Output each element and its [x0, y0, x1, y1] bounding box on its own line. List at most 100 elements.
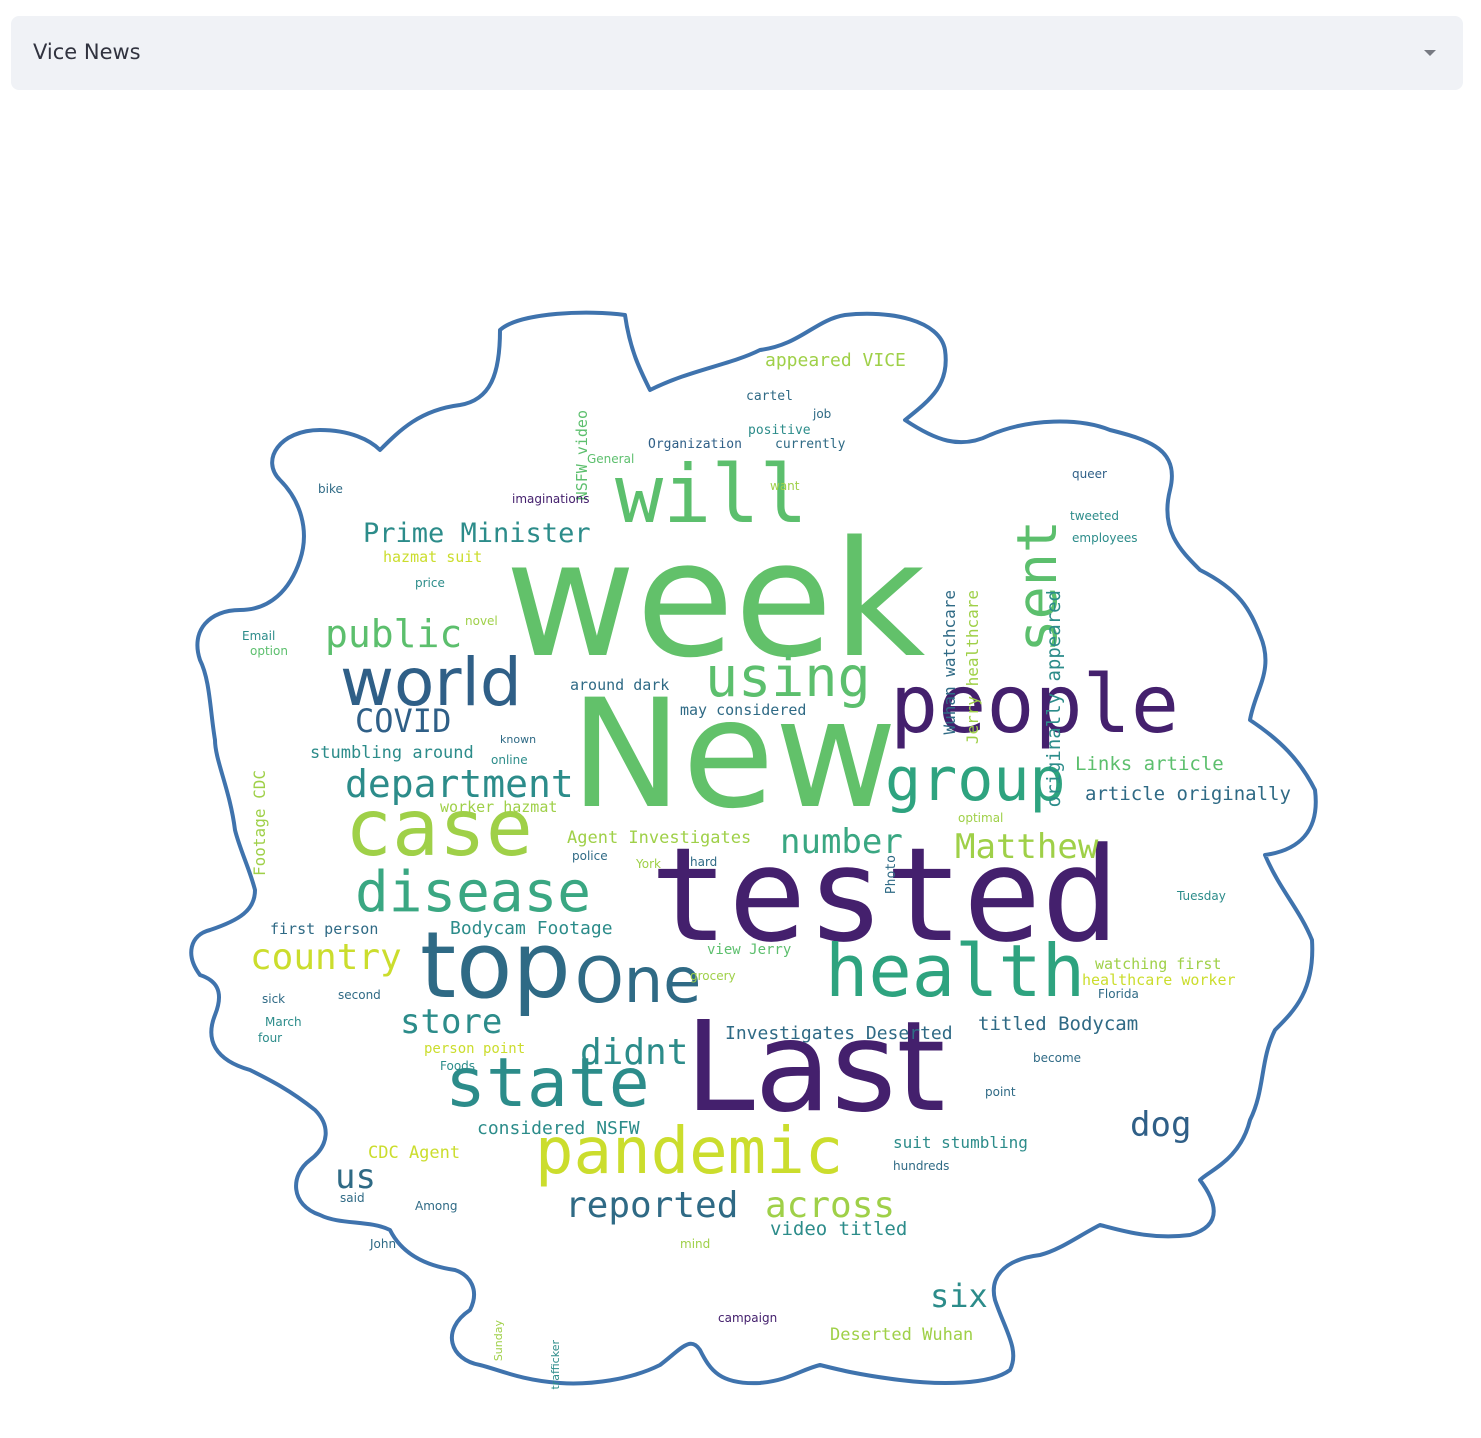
- word-cloud-outline: [189, 310, 1318, 1386]
- word-cloud: week New tested Last people top One health case w…: [0, 290, 1481, 1410]
- word-cloud-word: will: [615, 448, 808, 541]
- word-cloud-word: people: [890, 658, 1179, 751]
- word-cloud-word: Foods: [440, 1059, 476, 1073]
- word-cloud-word: Last: [685, 995, 946, 1140]
- word-cloud-word: positive: [748, 423, 811, 438]
- word-cloud-word: watching first: [1095, 955, 1222, 973]
- word-cloud-word: store: [400, 1002, 503, 1042]
- word-cloud-word: across: [765, 1185, 896, 1226]
- word-cloud-word: known: [500, 733, 537, 746]
- word-cloud-word: originally appeared: [1043, 590, 1065, 808]
- word-cloud-word: Wuhan watchcare: [940, 590, 959, 735]
- word-cloud-word: General: [587, 452, 635, 466]
- word-cloud-word: hard: [690, 855, 718, 869]
- word-cloud-word: Tuesday: [1177, 889, 1226, 903]
- word-cloud-word: queer: [1072, 467, 1107, 481]
- word-cloud-word: tested: [650, 819, 1120, 971]
- word-cloud-word: country: [250, 937, 402, 978]
- word-cloud-canvas: [189, 310, 1318, 1386]
- word-cloud-word: mind: [680, 1237, 711, 1251]
- word-cloud-word: healthcare worker: [1082, 971, 1236, 989]
- word-cloud-word: view Jerry: [707, 942, 792, 958]
- word-cloud-word: York: [636, 857, 661, 871]
- word-cloud-word: top: [420, 912, 571, 1019]
- word-cloud-word: cartel: [746, 389, 793, 404]
- news-source-select[interactable]: Vice News: [11, 16, 1463, 90]
- word-cloud-word: didnt: [580, 1032, 689, 1073]
- word-cloud-word: Organization: [648, 437, 742, 452]
- word-cloud-word: four: [258, 1031, 283, 1045]
- word-cloud-word: hazmat suit: [383, 548, 483, 566]
- word-cloud-word: Among: [415, 1199, 458, 1213]
- word-cloud-word: pandemic: [535, 1115, 844, 1189]
- word-cloud-word: point: [985, 1085, 1016, 1099]
- word-cloud-word: case: [345, 784, 533, 874]
- select-value: Vice News: [33, 40, 141, 64]
- word-cloud-word: want: [770, 479, 800, 493]
- word-cloud-word: group: [885, 745, 1066, 815]
- word-cloud-word: become: [1033, 1051, 1082, 1065]
- word-cloud-word: reported: [565, 1185, 739, 1226]
- word-cloud-word: may considered: [680, 701, 807, 719]
- word-cloud-word: hundreds: [893, 1159, 950, 1173]
- word-cloud-word: Deserted Wuhan: [830, 1325, 974, 1345]
- word-cloud-word: Email: [242, 629, 276, 643]
- word-cloud-word: optimal: [958, 811, 1004, 825]
- word-cloud-word: number: [780, 822, 903, 862]
- word-cloud-word: state: [445, 1044, 650, 1123]
- word-cloud-word: person point: [424, 1041, 526, 1057]
- word-cloud-words: week New tested Last people top One health case w…: [0, 290, 1481, 1410]
- word-cloud-word: price: [415, 576, 445, 590]
- word-cloud-word: suit stumbling: [893, 1133, 1028, 1152]
- word-cloud-word: March: [265, 1015, 302, 1029]
- word-cloud-word: imaginations: [512, 492, 590, 506]
- chevron-down-icon: [1424, 50, 1436, 56]
- word-cloud-word: campaign: [718, 1311, 778, 1325]
- word-cloud-word: grocery: [690, 969, 736, 983]
- word-cloud-word: tweeted: [1070, 509, 1119, 523]
- word-cloud-word: Agent Investigates: [567, 828, 752, 848]
- word-cloud-word: currently: [775, 437, 846, 452]
- word-cloud-word: us: [335, 1157, 376, 1197]
- word-cloud-word: New: [570, 668, 898, 842]
- word-cloud-word: appeared VICE: [765, 350, 906, 371]
- word-cloud-word: COVID: [355, 702, 452, 740]
- word-cloud-word: department: [345, 762, 574, 806]
- word-cloud-word: worker hazmat: [440, 798, 558, 816]
- word-cloud-word: job: [813, 407, 832, 421]
- word-cloud-word: week: [505, 506, 926, 693]
- word-cloud-word: public: [325, 612, 463, 656]
- word-cloud-word: article originally: [1085, 783, 1291, 805]
- word-cloud-word: employees: [1072, 531, 1138, 545]
- word-cloud-word: disease: [355, 860, 592, 925]
- word-cloud-word: police: [572, 849, 608, 863]
- word-cloud-word: second: [338, 988, 381, 1002]
- word-cloud-word: Investigates Deserted: [725, 1023, 953, 1044]
- word-cloud-word: online: [491, 753, 528, 767]
- word-cloud-word: Sunday: [492, 1320, 505, 1362]
- word-cloud-word: bike: [318, 482, 343, 496]
- word-cloud-word: considered NSFW: [477, 1118, 640, 1139]
- word-cloud-word: first person: [270, 920, 379, 938]
- word-cloud-word: Jerry healthcare: [963, 590, 982, 745]
- word-cloud-word: stumbling around: [310, 743, 474, 763]
- word-cloud-word: using: [705, 645, 871, 709]
- word-cloud-word: world: [340, 644, 522, 721]
- word-cloud-word: around dark: [570, 676, 670, 694]
- word-cloud-word: six: [930, 1277, 988, 1315]
- word-cloud-word: One: [575, 944, 702, 1017]
- word-cloud-word: video titled: [770, 1218, 908, 1240]
- word-cloud-word: sick: [262, 992, 286, 1006]
- word-cloud-word: Footage CDC: [250, 770, 269, 876]
- word-cloud-word: option: [250, 644, 288, 658]
- word-cloud-word: dog: [1130, 1105, 1192, 1145]
- word-cloud-word: Matthew: [955, 827, 1099, 867]
- word-cloud-word: said: [340, 1191, 365, 1205]
- word-cloud-word: Links article: [1075, 753, 1224, 775]
- word-cloud-word: novel: [465, 614, 498, 628]
- word-cloud-word: John: [370, 1237, 397, 1251]
- word-cloud-word: titled Bodycam: [978, 1013, 1139, 1035]
- word-cloud-word: Bodycam Footage: [450, 918, 613, 939]
- word-cloud-word: CDC Agent: [368, 1143, 461, 1163]
- word-cloud-word: health: [825, 929, 1086, 1013]
